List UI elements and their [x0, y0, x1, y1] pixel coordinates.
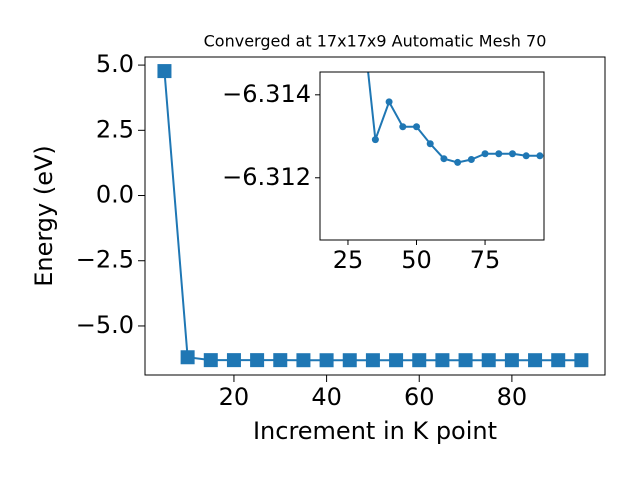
chart-title: Converged at 17x17x9 Automatic Mesh 70	[204, 32, 547, 51]
marker	[440, 155, 448, 163]
x-tick-label: 75	[470, 246, 501, 274]
y-tick-label: −5.0	[76, 311, 134, 339]
marker	[574, 353, 589, 368]
y-axis-label: Energy (eV)	[30, 145, 58, 287]
marker	[342, 353, 357, 368]
x-tick-label: 25	[333, 246, 364, 274]
x-tick-label: 20	[219, 383, 250, 411]
x-tick-label: 40	[311, 383, 342, 411]
marker	[180, 350, 195, 365]
axes-frame	[319, 71, 545, 241]
marker	[203, 353, 218, 368]
marker	[412, 353, 427, 368]
marker	[250, 353, 265, 368]
marker	[385, 98, 393, 106]
marker	[481, 353, 496, 368]
marker	[371, 136, 379, 144]
marker	[504, 353, 519, 368]
marker	[426, 140, 434, 148]
marker	[467, 156, 475, 164]
x-tick-label: 80	[497, 383, 528, 411]
marker	[481, 150, 489, 158]
marker	[273, 353, 288, 368]
marker	[226, 353, 241, 368]
x-axis-label: Increment in K point	[253, 417, 497, 445]
marker	[551, 353, 566, 368]
marker	[157, 64, 172, 79]
marker	[399, 123, 407, 131]
y-tick-label: 0.0	[96, 181, 134, 209]
marker	[495, 150, 503, 158]
marker	[536, 152, 544, 160]
y-tick-label: 2.5	[96, 115, 134, 143]
marker	[319, 353, 334, 368]
y-tick-label: −6.312	[222, 163, 311, 191]
marker	[528, 353, 543, 368]
marker	[365, 353, 380, 368]
x-tick-label: 60	[404, 383, 435, 411]
marker	[522, 152, 530, 160]
marker	[413, 123, 421, 131]
marker	[296, 353, 311, 368]
y-tick-label: −2.5	[76, 246, 134, 274]
marker	[435, 353, 450, 368]
x-tick-label: 50	[401, 246, 432, 274]
y-tick-label: 5.0	[96, 50, 134, 78]
marker	[454, 158, 462, 166]
marker	[389, 353, 404, 368]
y-tick-label: −6.314	[222, 80, 311, 108]
marker	[508, 150, 516, 158]
axes-background	[320, 72, 544, 240]
marker	[458, 353, 473, 368]
axes-frame	[144, 56, 606, 376]
